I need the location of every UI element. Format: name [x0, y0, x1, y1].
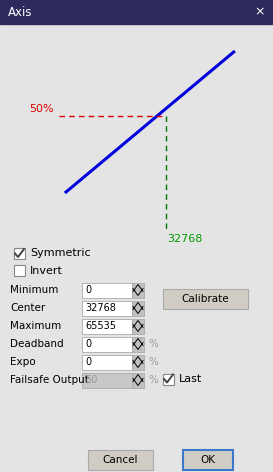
Text: Minimum: Minimum [10, 285, 58, 295]
Text: Symmetric: Symmetric [30, 248, 91, 259]
Text: %: % [148, 339, 158, 349]
Bar [183, 450, 233, 470]
Text: Deadband: Deadband [10, 339, 64, 349]
Bar [14, 265, 25, 276]
Bar [88, 450, 153, 470]
Text: 0: 0 [85, 339, 91, 349]
Bar [14, 248, 25, 259]
Text: 0: 0 [85, 357, 91, 367]
Bar [132, 337, 144, 352]
Bar [132, 319, 144, 334]
Text: 50: 50 [85, 375, 97, 385]
Bar [82, 372, 132, 388]
Text: 65535: 65535 [85, 321, 116, 331]
Text: Expo: Expo [10, 357, 35, 367]
Text: 0: 0 [85, 285, 91, 295]
Text: 32768: 32768 [85, 303, 116, 313]
Bar [132, 372, 144, 388]
Text: Last: Last [179, 374, 202, 384]
Text: Cancel: Cancel [103, 455, 138, 465]
Text: OK: OK [200, 455, 215, 465]
Bar [163, 289, 248, 309]
Bar [132, 354, 144, 370]
Text: Calibrate: Calibrate [182, 294, 229, 304]
Text: Axis: Axis [8, 6, 32, 18]
Text: ×: × [254, 6, 265, 18]
Text: %: % [148, 375, 158, 385]
Bar [82, 319, 132, 334]
Bar [132, 301, 144, 315]
Bar [82, 337, 132, 352]
Text: Invert: Invert [30, 265, 63, 276]
Text: 32768: 32768 [168, 234, 203, 244]
Text: Failsafe Output: Failsafe Output [10, 375, 89, 385]
Text: %: % [148, 357, 158, 367]
Bar [163, 373, 174, 385]
Bar [82, 301, 132, 315]
Bar [0, 0, 273, 24]
Text: Center: Center [10, 303, 45, 313]
Bar [82, 354, 132, 370]
Text: 50%: 50% [30, 104, 54, 114]
Bar [132, 283, 144, 297]
Text: Maximum: Maximum [10, 321, 61, 331]
Bar [82, 283, 132, 297]
